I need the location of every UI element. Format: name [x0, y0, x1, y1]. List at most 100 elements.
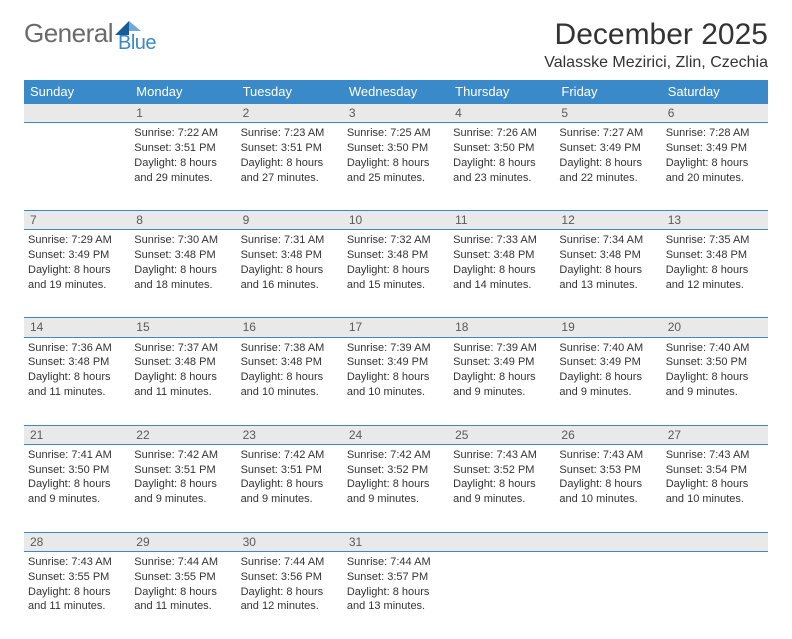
daylight-text-2: and 11 minutes. [134, 599, 232, 614]
sunrise-text: Sunrise: 7:30 AM [134, 233, 232, 248]
daylight-text-2: and 9 minutes. [241, 492, 339, 507]
daylight-text-1: Daylight: 8 hours [134, 263, 232, 278]
sunrise-text: Sunrise: 7:39 AM [453, 341, 551, 356]
daylight-text-1: Daylight: 8 hours [559, 477, 657, 492]
day-cell: Sunrise: 7:43 AMSunset: 3:54 PMDaylight:… [662, 444, 768, 532]
daylight-text-2: and 16 minutes. [241, 278, 339, 293]
sunrise-text: Sunrise: 7:43 AM [453, 448, 551, 463]
day-number-cell: 22 [130, 425, 236, 444]
day-cell: Sunrise: 7:42 AMSunset: 3:52 PMDaylight:… [343, 444, 449, 532]
daylight-text-2: and 9 minutes. [559, 385, 657, 400]
sunrise-text: Sunrise: 7:23 AM [241, 126, 339, 141]
sunrise-text: Sunrise: 7:38 AM [241, 341, 339, 356]
day-cell: Sunrise: 7:33 AMSunset: 3:48 PMDaylight:… [449, 230, 555, 318]
day-number-cell: 3 [343, 104, 449, 123]
daylight-text-2: and 20 minutes. [666, 171, 764, 186]
day-number-cell: 5 [555, 104, 661, 123]
day-number-cell: 13 [662, 211, 768, 230]
sunset-text: Sunset: 3:52 PM [347, 463, 445, 478]
sunset-text: Sunset: 3:48 PM [559, 248, 657, 263]
daylight-text-2: and 10 minutes. [241, 385, 339, 400]
week-row: Sunrise: 7:36 AM Sunset: 3:48 PM Daylight:… [24, 337, 768, 425]
daylight-text-1: Daylight: 8 hours [28, 477, 126, 492]
weekday-header: Wednesday [343, 80, 449, 104]
day-number-cell [449, 532, 555, 551]
sunrise-text: Sunrise: 7:34 AM [559, 233, 657, 248]
day-number-cell [24, 104, 130, 123]
daylight-text-1: Daylight: 8 hours [453, 477, 551, 492]
day-number-cell: 28 [24, 532, 130, 551]
sunset-text: Sunset: 3:51 PM [134, 141, 232, 156]
daylight-text-1: Daylight: 8 hours [347, 477, 445, 492]
sunset-text: Sunset: 3:49 PM [347, 355, 445, 370]
calendar-table: Sunday Monday Tuesday Wednesday Thursday… [24, 80, 768, 639]
day-cell: Sunrise: 7:42 AMSunset: 3:51 PMDaylight:… [130, 444, 236, 532]
sunrise-text: Sunrise: 7:42 AM [241, 448, 339, 463]
day-cell: Sunrise: 7:25 AMSunset: 3:50 PMDaylight:… [343, 123, 449, 211]
week-row: Sunrise: 7:29 AMSunset: 3:49 PMDaylight:… [24, 230, 768, 318]
daylight-text-1: Daylight: 8 hours [453, 263, 551, 278]
day-number-row: 21222324252627 [24, 425, 768, 444]
sunrise-text: Sunrise: 7:32 AM [347, 233, 445, 248]
day-cell: Sunrise: 7:39 AMSunset: 3:49 PMDaylight:… [449, 337, 555, 425]
daylight-text-1: Daylight: 8 hours [453, 156, 551, 171]
daylight-text-2: and 11 minutes. [134, 385, 232, 400]
daylight-text-1: Daylight: 8 hours [559, 156, 657, 171]
sunrise-text: Sunrise: 7:44 AM [134, 555, 232, 570]
sunrise-text: Sunrise: 7:31 AM [241, 233, 339, 248]
day-number-cell: 27 [662, 425, 768, 444]
sunrise-text: Sunrise: 7:26 AM [453, 126, 551, 141]
daylight-text-2: and 10 minutes. [559, 492, 657, 507]
daylight-text-2: and 29 minutes. [134, 171, 232, 186]
sunrise-text: Sunrise: 7:36 AM [28, 341, 126, 356]
day-cell: Sunrise: 7:41 AMSunset: 3:50 PMDaylight:… [24, 444, 130, 532]
day-number-cell: 17 [343, 318, 449, 337]
daylight-text-2: and 9 minutes. [453, 385, 551, 400]
weekday-header: Tuesday [237, 80, 343, 104]
daylight-text-1: Daylight: 8 hours [241, 156, 339, 171]
day-number-row: 14151617181920 [24, 318, 768, 337]
day-cell: Sunrise: 7:43 AMSunset: 3:53 PMDaylight:… [555, 444, 661, 532]
daylight-text-2: and 15 minutes. [347, 278, 445, 293]
daylight-text-2: and 9 minutes. [134, 492, 232, 507]
daylight-text-1: Daylight: 8 hours [28, 585, 126, 600]
daylight-text-2: and 9 minutes. [666, 385, 764, 400]
day-cell: Sunrise: 7:23 AMSunset: 3:51 PMDaylight:… [237, 123, 343, 211]
week-row: Sunrise: 7:43 AMSunset: 3:55 PMDaylight:… [24, 551, 768, 639]
sunrise-text: Sunrise: 7:25 AM [347, 126, 445, 141]
day-number-cell: 16 [237, 318, 343, 337]
sunset-text: Sunset: 3:51 PM [241, 463, 339, 478]
day-number-cell: 4 [449, 104, 555, 123]
day-number-cell: 14 [24, 318, 130, 337]
sunset-text: Sunset: 3:48 PM [134, 355, 232, 370]
day-number-cell: 29 [130, 532, 236, 551]
month-title: December 2025 [544, 18, 768, 52]
daylight-text-2: and 19 minutes. [28, 278, 126, 293]
brand-text-2: Blue [118, 32, 156, 55]
daylight-text-1: Daylight: 8 hours [559, 263, 657, 278]
daylight-text-1: Daylight: 8 hours [28, 370, 126, 385]
day-cell: Sunrise: 7:26 AMSunset: 3:50 PMDaylight:… [449, 123, 555, 211]
sunset-text: Sunset: 3:49 PM [559, 141, 657, 156]
daylight-text-2: and 23 minutes. [453, 171, 551, 186]
sunset-text: Sunset: 3:50 PM [28, 463, 126, 478]
daylight-text-1: Daylight: 8 hours [453, 370, 551, 385]
sunrise-text: Sunrise: 7:28 AM [666, 126, 764, 141]
sunset-text: Sunset: 3:51 PM [134, 463, 232, 478]
daylight-text-2: and 9 minutes. [453, 492, 551, 507]
brand-logo: General Blue [24, 18, 168, 49]
daylight-text-2: and 18 minutes. [134, 278, 232, 293]
day-cell [449, 551, 555, 639]
sunset-text: Sunset: 3:55 PM [134, 570, 232, 585]
daylight-text-2: and 13 minutes. [559, 278, 657, 293]
sunrise-text: Sunrise: 7:42 AM [134, 448, 232, 463]
day-number-cell: 20 [662, 318, 768, 337]
day-cell: Sunrise: 7:31 AMSunset: 3:48 PMDaylight:… [237, 230, 343, 318]
sunrise-text: Sunrise: 7:42 AM [347, 448, 445, 463]
daylight-text-1: Daylight: 8 hours [134, 156, 232, 171]
sunrise-text: Sunrise: 7:43 AM [666, 448, 764, 463]
week-row: Sunrise: 7:41 AMSunset: 3:50 PMDaylight:… [24, 444, 768, 532]
daylight-text-1: Daylight: 8 hours [241, 370, 339, 385]
day-cell: Sunrise: 7:44 AMSunset: 3:57 PMDaylight:… [343, 551, 449, 639]
sunset-text: Sunset: 3:56 PM [241, 570, 339, 585]
